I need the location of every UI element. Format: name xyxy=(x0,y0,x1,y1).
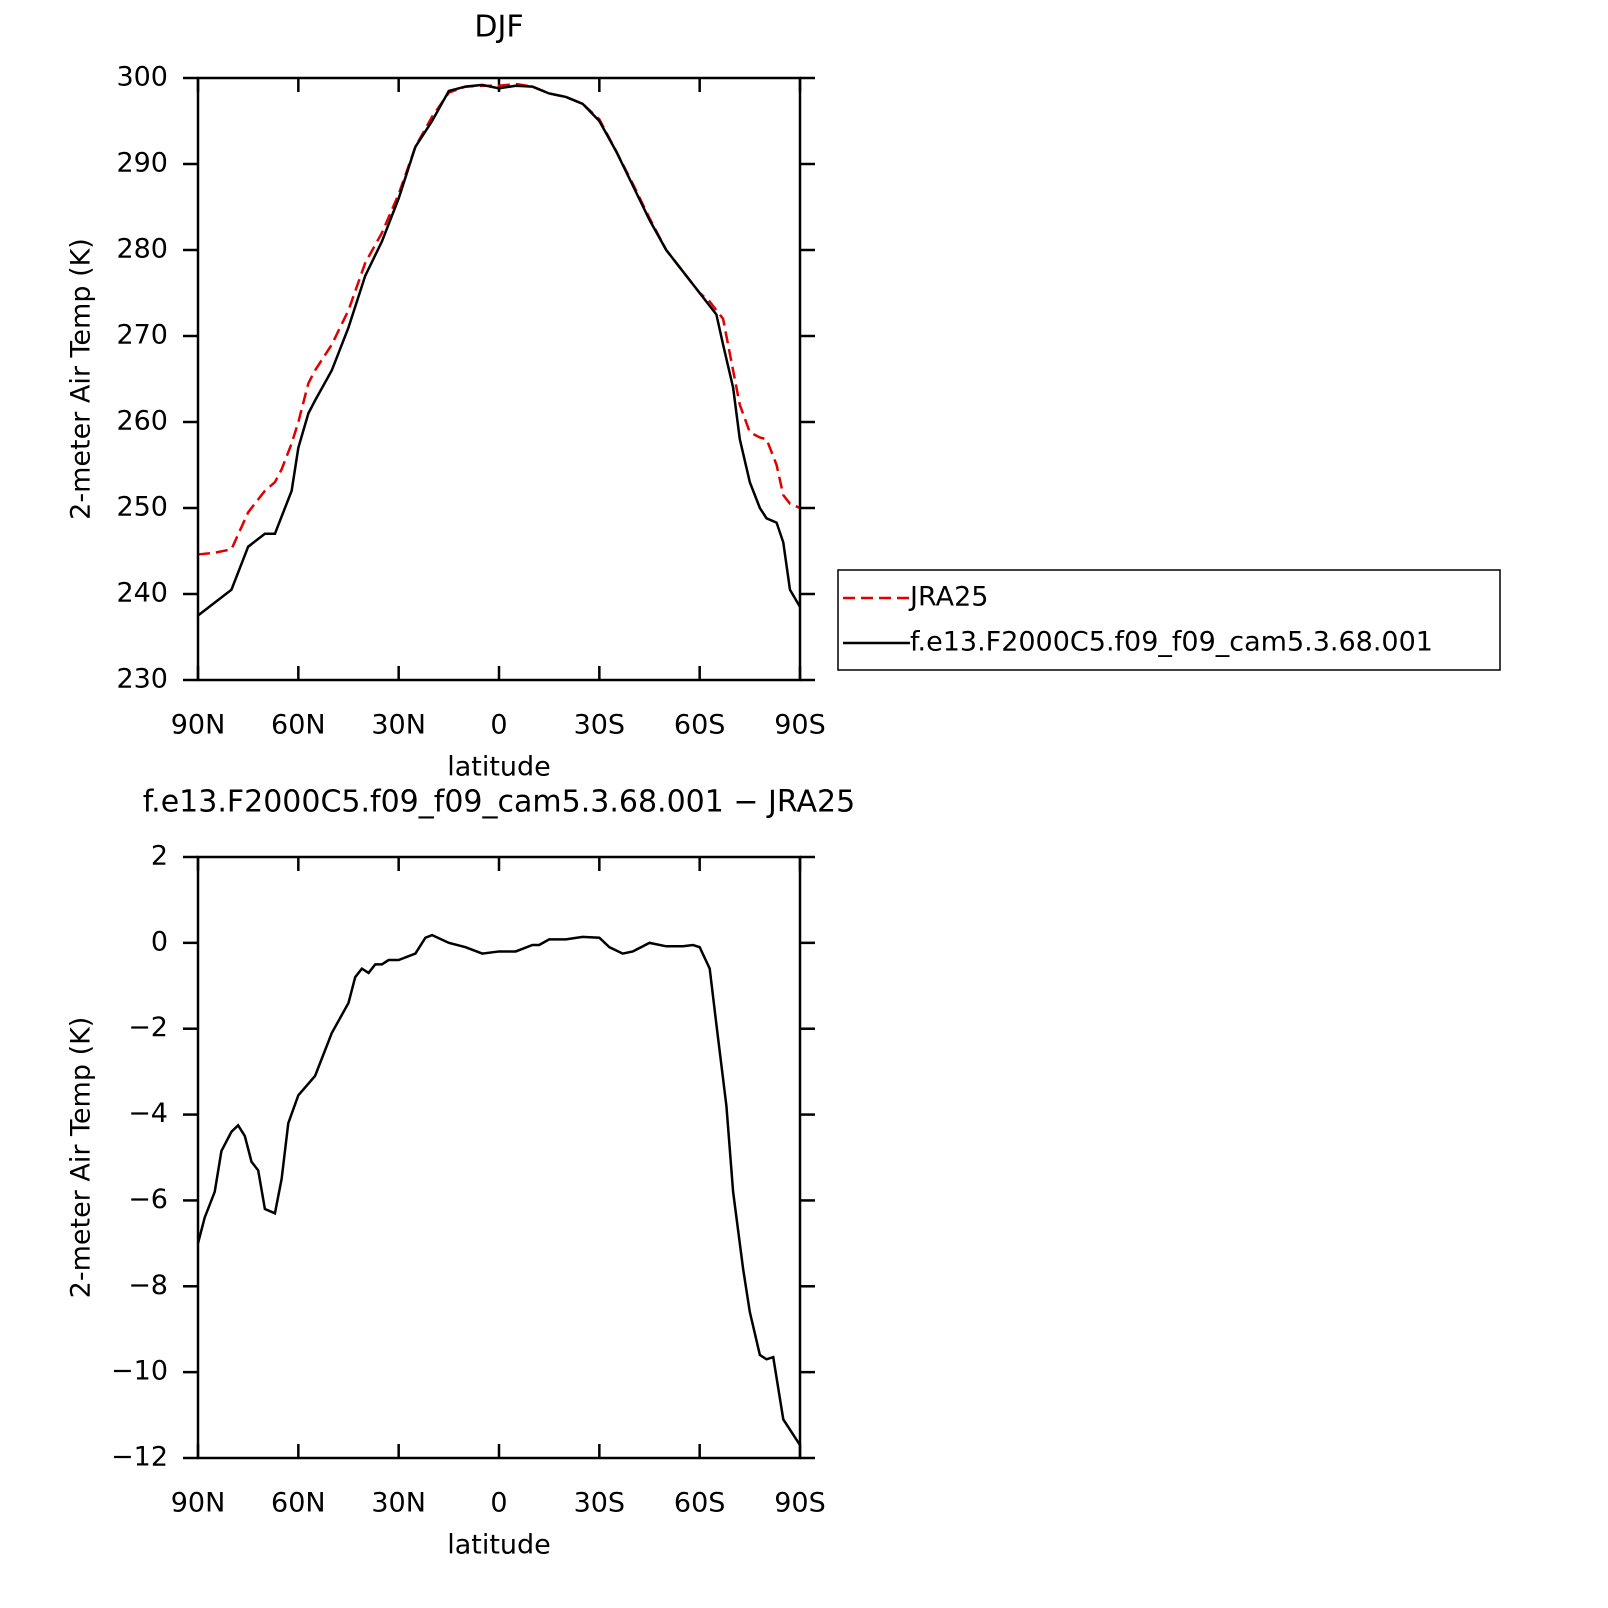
x-tick-label: 30N xyxy=(371,1488,426,1519)
legend-label: JRA25 xyxy=(908,582,988,613)
chart-title: f.e13.F2000C5.f09_f09_cam5.3.68.001 − JR… xyxy=(143,785,855,820)
y-tick-label: 250 xyxy=(116,492,168,523)
chart: DJF latitude 2-meter Air Temp (K) 90N 60N 30N… xyxy=(66,10,1501,783)
x-tick-label: 0 xyxy=(490,710,507,741)
y-tick-label: 260 xyxy=(116,406,168,437)
y-tick-label: 280 xyxy=(116,234,168,265)
x-tick-label: 0 xyxy=(490,1488,507,1519)
y-tick-label: −8 xyxy=(128,1270,168,1301)
x-tick-label: 30N xyxy=(371,710,426,741)
x-tick-label: 60N xyxy=(271,710,326,741)
y-tick-label: −4 xyxy=(128,1098,168,1129)
y-axis-label: 2-meter Air Temp (K) xyxy=(66,1017,97,1299)
x-tick-label: 90N xyxy=(171,1488,226,1519)
plot-frame xyxy=(196,855,802,1460)
y-tick-label: −6 xyxy=(128,1184,168,1215)
y-tick-label: 240 xyxy=(116,578,168,609)
data-line xyxy=(197,82,801,556)
x-tick-label: 60N xyxy=(271,1488,326,1519)
legend-box xyxy=(837,569,1501,671)
legend: JRA25 f.e13.F2000C5.f09_f09_cam5.3.68.001 xyxy=(837,569,1501,671)
y-tick-label: 0 xyxy=(151,926,168,957)
x-tick-label: 60S xyxy=(674,1488,726,1519)
plot-frame xyxy=(196,76,802,682)
x-tick-label: 30S xyxy=(574,710,626,741)
x-tick-label: 90S xyxy=(774,1488,826,1519)
y-tick-label: −10 xyxy=(111,1356,168,1387)
y-tick-label: −2 xyxy=(128,1012,168,1043)
data-line xyxy=(196,933,802,1446)
y-tick-label: −12 xyxy=(111,1442,168,1473)
y-tick-label: 270 xyxy=(116,320,168,351)
y-tick-label: 300 xyxy=(116,62,168,93)
y-tick-label: 230 xyxy=(116,664,168,695)
chart-title: DJF xyxy=(474,10,523,45)
x-axis-label: latitude xyxy=(447,1530,551,1561)
legend-label: f.e13.F2000C5.f09_f09_cam5.3.68.001 xyxy=(910,627,1433,658)
x-tick-label: 30S xyxy=(574,1488,626,1519)
data-line xyxy=(197,83,802,617)
x-tick-label: 60S xyxy=(674,710,726,741)
y-axis-label: 2-meter Air Temp (K) xyxy=(66,238,97,520)
x-axis-label: latitude xyxy=(447,752,551,783)
y-tick-label: 290 xyxy=(116,148,168,179)
chart: f.e13.F2000C5.f09_f09_cam5.3.68.001 − JR… xyxy=(66,785,856,1561)
x-tick-label: 90N xyxy=(171,710,226,741)
x-tick-label: 90S xyxy=(774,710,826,741)
y-tick-label: 2 xyxy=(151,841,168,872)
